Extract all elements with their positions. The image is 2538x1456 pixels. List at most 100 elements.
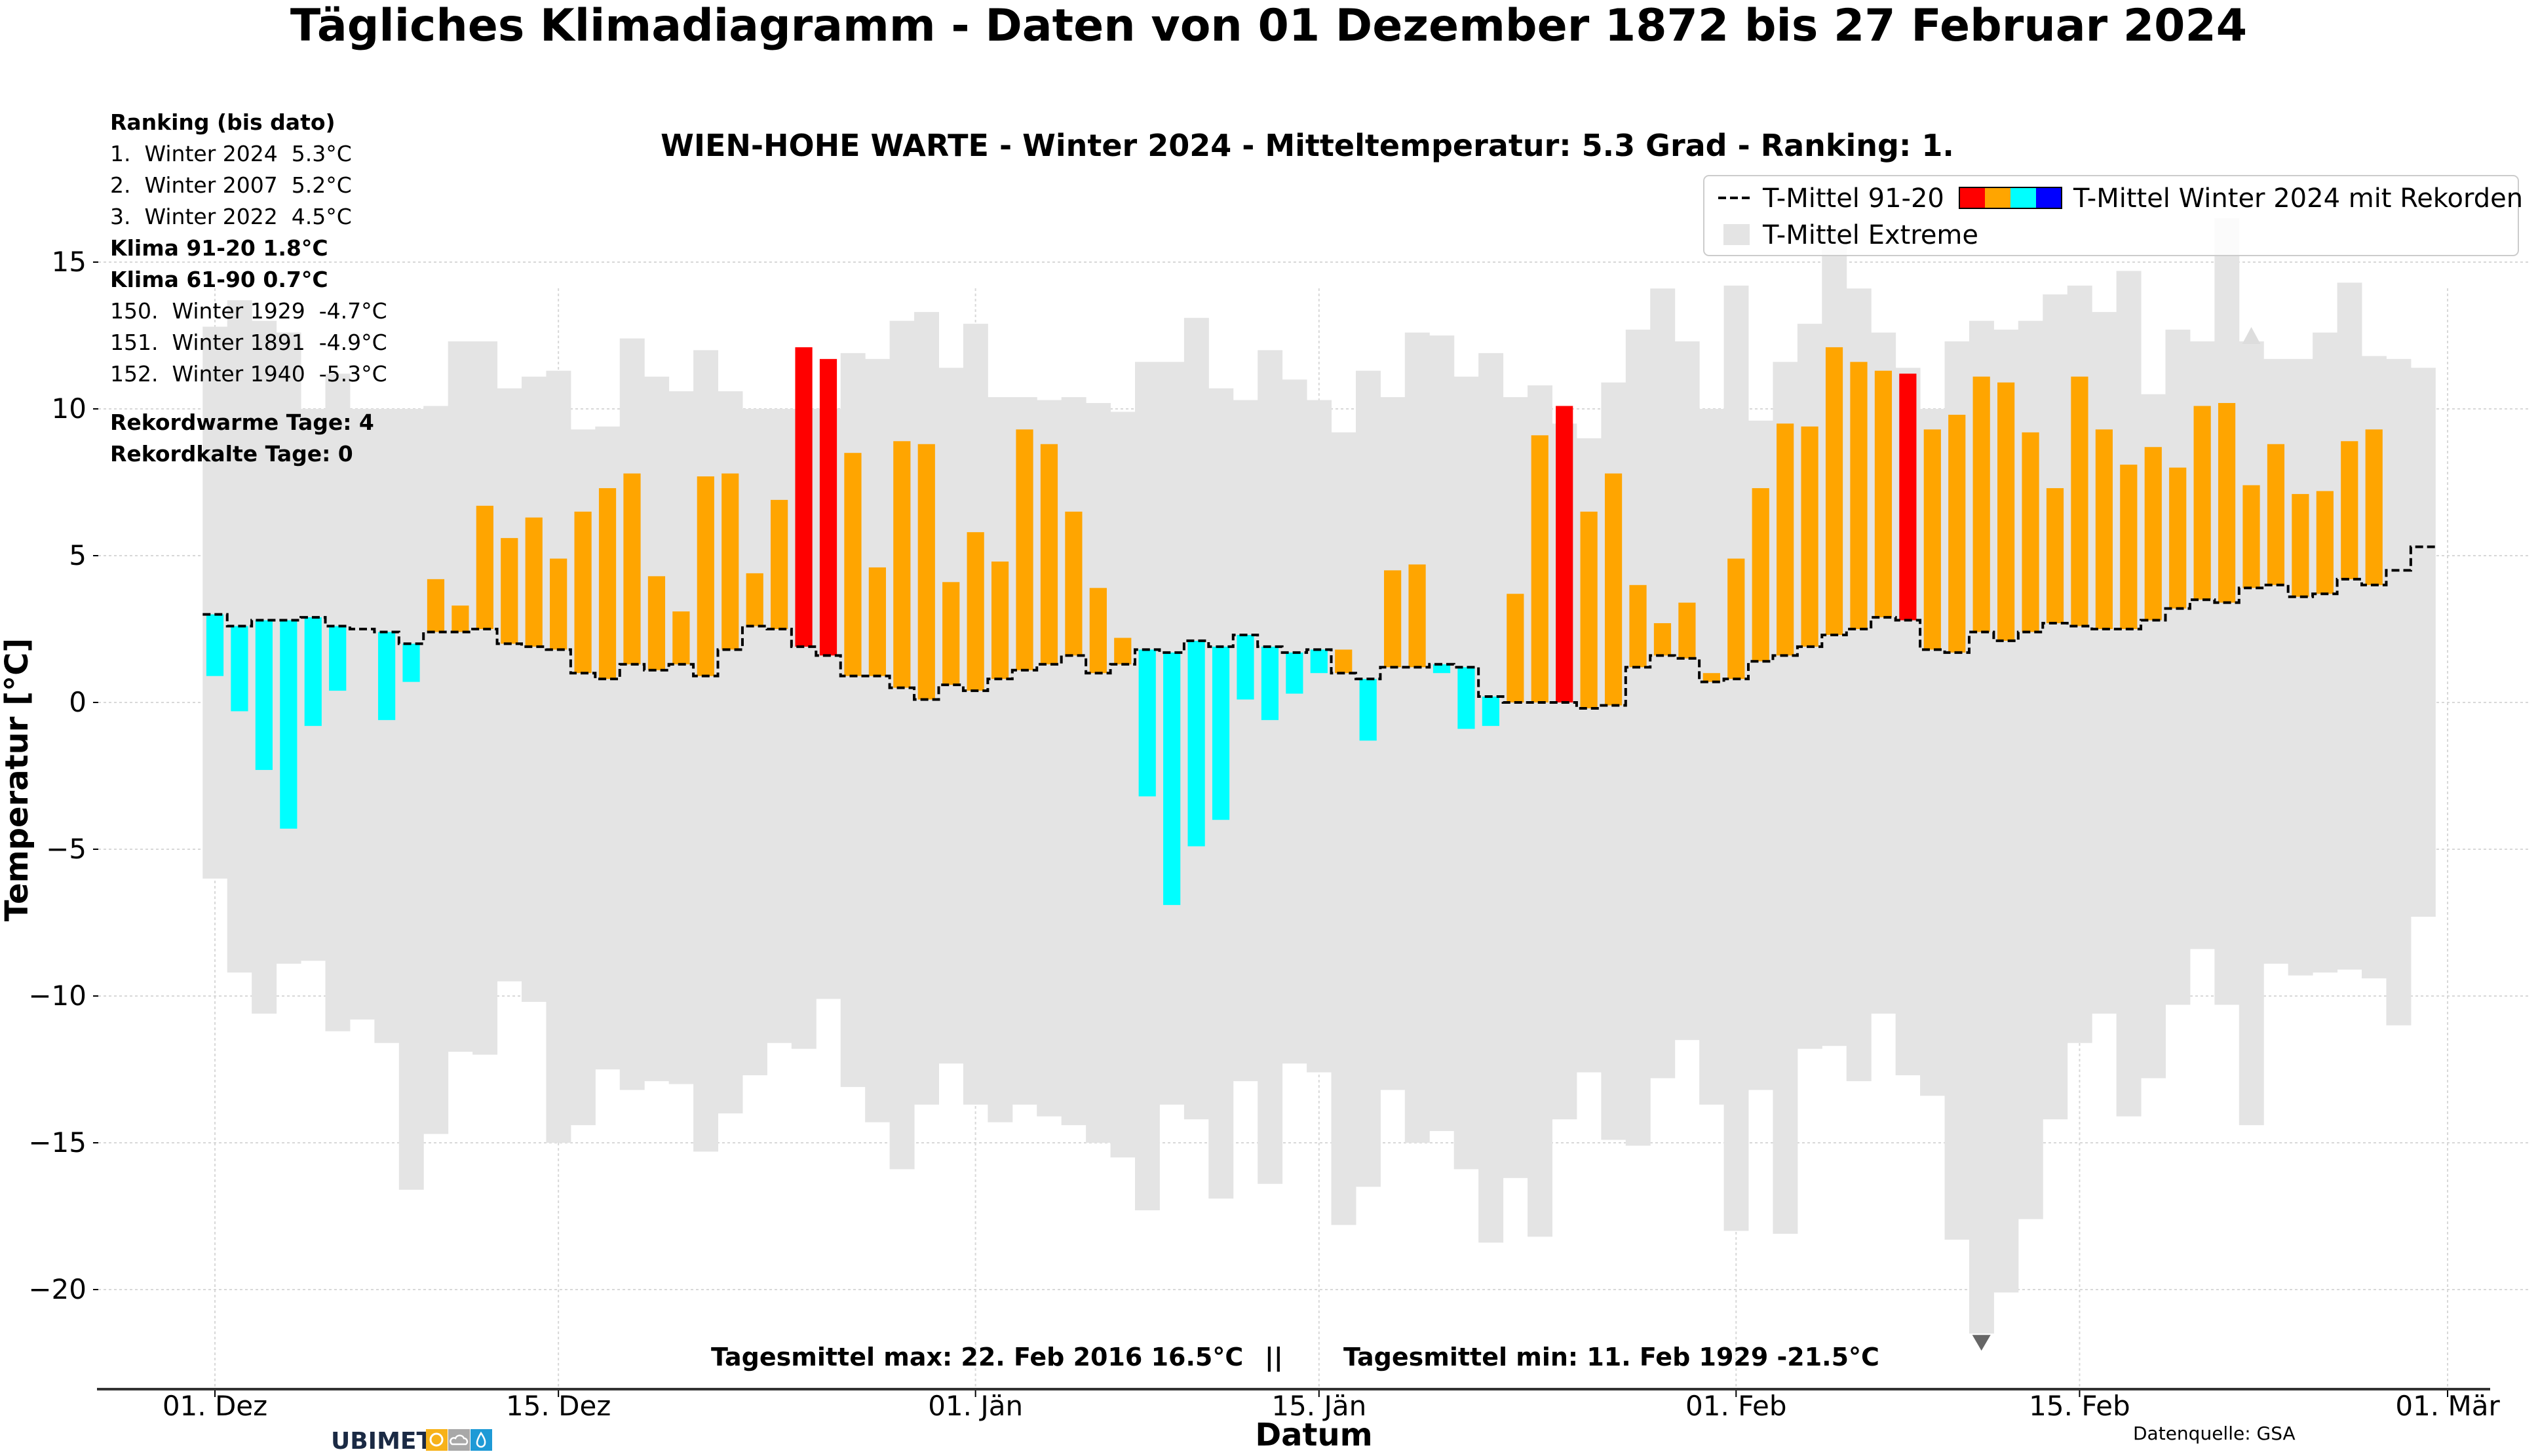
daily-mean-bar	[1727, 558, 1745, 680]
daily-mean-bar	[795, 347, 813, 647]
daily-mean-bar	[452, 605, 469, 632]
legend-swatch-border	[1959, 187, 2062, 209]
daily-mean-bar	[1899, 374, 1917, 621]
daily-mean-bar	[1163, 652, 1181, 906]
daily-mean-bar	[771, 499, 788, 629]
x-tick-label: 01. Jän	[928, 1390, 1023, 1422]
ranking-entry: 2. Winter 2007 5.2°C	[110, 172, 352, 198]
ranking-panel: Ranking (bis dato) 1. Winter 2024 5.3°C …	[110, 109, 387, 467]
legend-label-winter: T-Mittel Winter 2024 mit Rekorden	[2073, 183, 2523, 214]
extreme-range-bar	[1258, 350, 1283, 1184]
x-tick-label: 01. Mär	[2395, 1390, 2500, 1422]
klima-61-90: Klima 61-90 0.7°C	[110, 267, 328, 292]
extreme-range-bar	[1331, 432, 1356, 1225]
daily-mean-bar	[697, 476, 714, 676]
legend-swatch-below	[2010, 187, 2036, 208]
daily-mean-bar	[1457, 667, 1475, 729]
y-tick-label: 15	[52, 246, 87, 278]
extreme-range-bar	[2116, 271, 2142, 1117]
daily-mean-bar	[1359, 679, 1377, 741]
daily-mean-bar	[819, 358, 837, 656]
chart-title: Tägliches Klimadiagramm - Daten von 01 D…	[290, 0, 2247, 52]
daily-mean-bar	[1997, 382, 2015, 641]
daily-mean-bar	[304, 617, 322, 726]
daily-mean-bar	[1089, 588, 1107, 674]
min-marker-triangle-icon	[1972, 1335, 1991, 1351]
daily-mean-bar	[746, 573, 763, 626]
x-tick-label: 15. Jän	[1271, 1390, 1366, 1422]
extreme-markers	[1972, 326, 2261, 1351]
ranking-entry: 152. Winter 1940 -5.3°C	[110, 361, 387, 387]
daily-mean-bar	[991, 561, 1009, 680]
daily-mean-bar	[1261, 646, 1279, 720]
daily-mean-bar	[1801, 426, 1818, 647]
daily-mean-bar	[2022, 432, 2039, 632]
daily-mean-bar	[476, 505, 493, 629]
extreme-range-bar	[1355, 370, 1381, 1187]
daily-mean-bar	[1138, 649, 1156, 797]
extreme-range-bar	[2043, 294, 2068, 1120]
extreme-range-bar	[2165, 330, 2191, 1005]
daily-mean-bars	[206, 347, 2383, 906]
daily-mean-bar	[2169, 467, 2187, 609]
extreme-range-bar	[2313, 332, 2338, 973]
daily-mean-bar	[255, 620, 273, 771]
ranking-entry: 151. Winter 1891 -4.9°C	[110, 330, 387, 355]
extreme-range-bar	[472, 341, 498, 1055]
daily-mean-bar	[942, 582, 960, 685]
logo-wordmark: UBIMET	[331, 1428, 433, 1455]
legend-swatch-record-cold	[2036, 187, 2062, 208]
daily-mean-bar	[1384, 570, 1402, 668]
y-tick-label: −5	[46, 833, 87, 865]
extreme-range-bar	[1061, 397, 1086, 1126]
daily-mean-bar	[844, 453, 862, 676]
extreme-range-bar	[1503, 397, 1528, 1178]
extreme-range-bar	[2410, 368, 2436, 917]
legend-swatch-record-warm	[1959, 187, 1985, 208]
extreme-range-bar	[644, 376, 670, 1081]
daily-mean-bar	[647, 576, 666, 670]
extreme-range-bar	[349, 409, 375, 1020]
climate-mean-line	[202, 545, 2436, 710]
y-tick-label: 10	[52, 393, 87, 425]
daily-mean-bar	[1678, 602, 1696, 659]
daily-mean-bar	[1777, 423, 1794, 656]
daily-mean-bar	[2316, 491, 2334, 594]
daily-mean-bar	[2218, 403, 2236, 603]
daily-mean-bar	[2242, 485, 2260, 588]
x-tick-label: 01. Feb	[1685, 1390, 1787, 1422]
daily-mean-bar	[1065, 511, 1083, 656]
legend-swatch-above	[1985, 187, 2010, 208]
extreme-range-bar	[2337, 282, 2362, 970]
daily-mean-bar	[1040, 444, 1058, 664]
ranking-entry: 3. Winter 2022 4.5°C	[110, 204, 352, 229]
sun-icon	[426, 1429, 448, 1451]
daily-mean-bar	[1335, 649, 1353, 674]
cloud-icon-glyph	[450, 1434, 469, 1446]
extreme-range-bar	[2288, 358, 2313, 976]
extreme-range-bar	[1307, 400, 1332, 1073]
extreme-range-bar	[742, 409, 767, 1075]
daily-mean-bar	[721, 473, 739, 650]
raindrop-icon-glyph	[476, 1431, 486, 1448]
ranking-entry: 150. Winter 1929 -4.7°C	[110, 298, 387, 324]
legend-color-swatches	[1959, 187, 2062, 209]
daily-mean-bar	[1187, 640, 1205, 847]
daily-mean-bar	[550, 558, 567, 650]
extreme-range-bar	[546, 370, 571, 1143]
daily-mean-bar	[1948, 414, 1966, 653]
extreme-range-bar	[1723, 285, 1749, 1231]
extreme-range-bar	[2092, 312, 2117, 1014]
y-tick-label: −10	[28, 980, 87, 1012]
x-axis-label: Datum	[1255, 1417, 1372, 1453]
y-tick-label: −15	[28, 1126, 87, 1159]
extreme-range-bar	[1699, 409, 1725, 1105]
x-axis: 01. Dez 15. Dez 01. Jän 15. Jän 01. Feb 15. F…	[163, 1389, 2500, 1422]
daily-mean-bar	[2120, 465, 2138, 629]
legend-frame	[1703, 175, 2519, 256]
ranking-heading: Ranking (bis dato)	[110, 109, 336, 135]
legend-label-climate: T-Mittel 91-20	[1762, 183, 1944, 214]
daily-mean-bar	[1702, 673, 1720, 682]
extreme-range-bar	[1404, 332, 1430, 1143]
